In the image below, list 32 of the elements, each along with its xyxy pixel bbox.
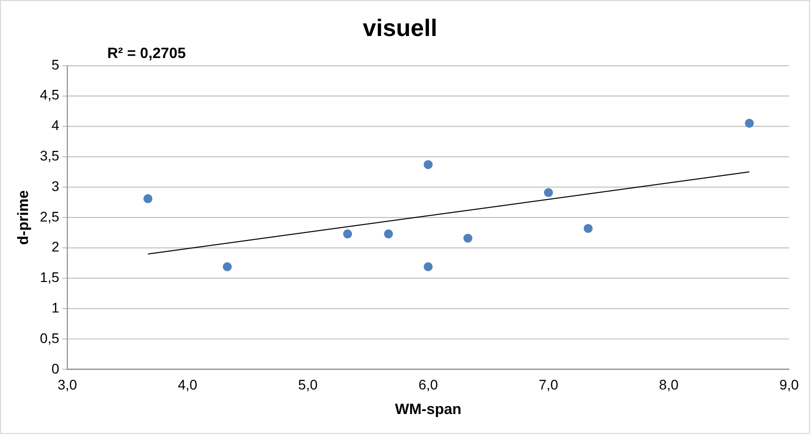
x-tick-label: 4,0 [178,376,198,393]
point [384,229,393,238]
y-tick-label: 4,5 [40,86,60,103]
y-tick-label: 0,5 [40,330,60,346]
y-tick-label: 1 [52,300,60,316]
point [143,194,152,204]
y-tick-label: 1,5 [40,269,60,286]
y-tick-label: 2 [52,238,60,255]
x-tick-label: 6,0 [418,376,438,393]
point [424,262,433,272]
y-tick-label: 4 [52,117,60,134]
chart-title: visuell [362,14,438,42]
y-tick-label: 3 [52,178,60,194]
point [744,118,754,128]
x-tick-label: 9,0 [779,376,799,393]
y-tick-label: 0 [52,360,60,376]
point [424,160,433,170]
x-tick-label: 7,0 [538,376,558,393]
y-tick-label: 5 [52,56,60,72]
x-tick-label: 3,0 [58,376,78,393]
y-tick-label: 2,5 [40,208,60,224]
text: R² = 0,2705 [107,45,186,62]
y-tick-label: 3,5 [40,148,60,164]
x-axis-title: WM-span [394,401,462,418]
x-tick-label: 5,0 [298,376,318,393]
x-tick-label: 8,0 [659,376,679,393]
point [222,262,232,272]
point [584,224,593,233]
y-axis-title: d-prime [15,190,32,245]
point [343,229,352,238]
point [463,234,472,243]
point [544,188,553,198]
